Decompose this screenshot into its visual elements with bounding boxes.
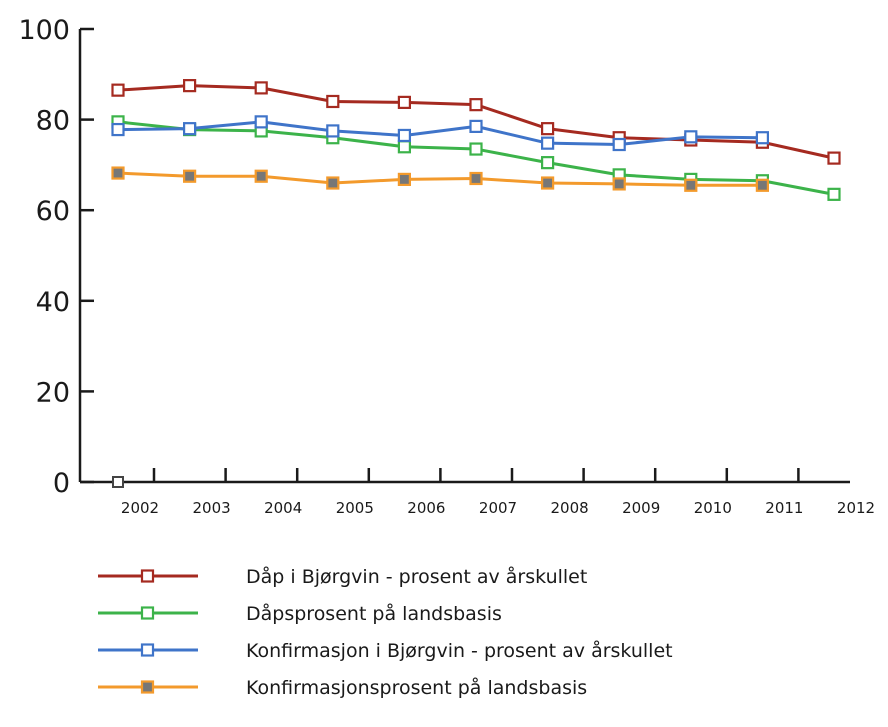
- axes: 0 20 40 60 80 100 2002 2003 2004 2005 2006 2007 2008…: [18, 15, 875, 517]
- series-3: [111, 115, 770, 152]
- data-point: [111, 83, 125, 97]
- data-point: [540, 156, 555, 170]
- data-point: [254, 81, 268, 95]
- series-line: [117, 120, 763, 147]
- legend: Dåp i Bjørgvin - prosent av årskullet Dåp…: [98, 565, 673, 699]
- series-layer: [111, 79, 841, 201]
- legend-marker: [140, 680, 155, 694]
- x-tick-label: 2003: [193, 499, 231, 517]
- data-point: [684, 130, 698, 144]
- legend-marker: [140, 643, 155, 657]
- data-point: [469, 119, 483, 133]
- data-point: [111, 122, 125, 137]
- x-tick-label: 2009: [622, 499, 660, 517]
- data-point: [397, 140, 411, 154]
- x-tick-label: 2005: [336, 499, 374, 517]
- data-point: [612, 177, 626, 191]
- legend-label: Dåpsprosent på landsbasis: [246, 602, 502, 625]
- data-point: [326, 124, 340, 138]
- data-point: [397, 128, 411, 143]
- y-tick-label: 80: [36, 106, 70, 137]
- legend-marker: [140, 569, 155, 583]
- data-point: [684, 178, 698, 192]
- data-point: [755, 131, 770, 145]
- legend-item: Konfirmasjonsprosent på landsbasis: [98, 676, 587, 699]
- y-tick-label: 0: [53, 468, 70, 499]
- x-tick-label: 2004: [264, 499, 302, 517]
- data-point: [612, 137, 626, 152]
- data-point: [326, 94, 340, 109]
- data-point: [827, 151, 841, 165]
- data-point: [469, 171, 483, 186]
- legend-label: Dåp i Bjørgvin - prosent av årskullet: [246, 565, 587, 588]
- data-point: [183, 169, 197, 183]
- data-point: [469, 142, 483, 156]
- data-point: [111, 166, 125, 180]
- data-point: [183, 79, 197, 93]
- data-point: [254, 115, 268, 129]
- series-4: [111, 166, 770, 192]
- x-tick-label: 2012: [837, 499, 875, 517]
- data-point: [469, 98, 483, 112]
- data-point: [397, 172, 411, 186]
- series-line: [117, 171, 763, 187]
- data-point: [397, 95, 411, 109]
- legend-label: Konfirmasjon i Bjørgvin - prosent av års…: [246, 639, 673, 662]
- data-point: [254, 169, 268, 183]
- y-tick-label: 20: [36, 377, 70, 408]
- y-tick-label: 100: [18, 15, 70, 46]
- data-point: [540, 176, 555, 190]
- data-point: [183, 122, 197, 136]
- x-tick-label: 2002: [121, 499, 159, 517]
- x-tick-label: 2011: [765, 499, 803, 517]
- legend-marker: [140, 606, 155, 620]
- x-tick-label: 2010: [694, 499, 732, 517]
- data-point: [827, 187, 841, 201]
- x-tick-label: 2006: [407, 499, 445, 517]
- y-tick-label: 60: [36, 196, 70, 227]
- y-tick-label: 40: [36, 287, 70, 318]
- legend-item: Dåp i Bjørgvin - prosent av årskullet: [98, 565, 587, 588]
- data-point: [540, 122, 555, 136]
- data-point: [326, 176, 340, 190]
- legend-label: Konfirmasjonsprosent på landsbasis: [246, 676, 587, 699]
- origin-point: [112, 476, 124, 488]
- legend-item: Dåpsprosent på landsbasis: [98, 602, 502, 625]
- legend-item: Konfirmasjon i Bjørgvin - prosent av års…: [98, 639, 673, 662]
- x-tick-label: 2007: [479, 499, 517, 517]
- data-point: [540, 136, 555, 150]
- x-tick-label: 2008: [551, 499, 589, 517]
- data-point: [755, 178, 770, 192]
